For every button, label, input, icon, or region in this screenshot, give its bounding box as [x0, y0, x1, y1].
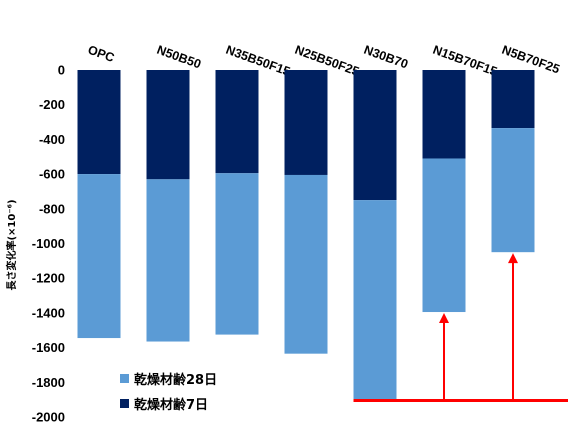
x-category-label: OPC: [86, 43, 116, 65]
y-tick-label: -600: [39, 167, 65, 182]
y-tick-label: 0: [58, 63, 65, 78]
y-tick-label: -1800: [32, 375, 65, 390]
annotation-arrow-head: [508, 253, 518, 264]
y-tick-label: -1400: [32, 305, 65, 320]
y-axis-ticks: 0 -200 -400 -600 -800 -1000 -1200 -1400 -1600 -18…: [32, 63, 65, 425]
y-tick-label: -200: [39, 97, 65, 112]
y-tick-label: -400: [39, 132, 65, 147]
y-tick-label: -1000: [32, 236, 65, 251]
bar-28day: [284, 174, 328, 354]
legend-box: [111, 364, 265, 417]
bar-7day: [77, 70, 121, 175]
y-tick-label: -1600: [32, 340, 65, 355]
bar-7day: [422, 70, 466, 159]
y-axis-label: 長さ変化率(×10⁻⁶): [5, 199, 18, 290]
bar-28day: [77, 174, 121, 339]
x-category-label: N50B50: [155, 43, 203, 72]
y-tick-label: -800: [39, 201, 65, 216]
legend-label-7day: 乾燥材齢7日: [134, 397, 208, 413]
legend-swatch-28day: [120, 374, 129, 383]
bar-7day: [146, 70, 190, 180]
y-tick-label: -1200: [32, 271, 65, 286]
legend-swatch-7day: [120, 399, 129, 408]
bar-28day: [215, 173, 259, 335]
bar-7day: [491, 70, 535, 129]
legend-label-28day: 乾燥材齢28日: [134, 372, 217, 388]
bar-28day: [422, 158, 466, 313]
x-category-label: N30B70: [362, 43, 410, 72]
annotation-arrow-head: [439, 313, 449, 324]
bar-28day: [491, 128, 535, 253]
legend: 乾燥材齢28日 乾燥材齢7日: [111, 364, 265, 417]
y-tick-label: -2000: [32, 410, 65, 425]
bar-28day: [146, 179, 190, 342]
bars: [77, 70, 535, 401]
bar-7day: [284, 70, 328, 175]
bar-7day: [215, 70, 259, 174]
bar-7day: [353, 70, 397, 201]
red-annotation: [353, 253, 568, 403]
bar-28day: [353, 200, 397, 401]
